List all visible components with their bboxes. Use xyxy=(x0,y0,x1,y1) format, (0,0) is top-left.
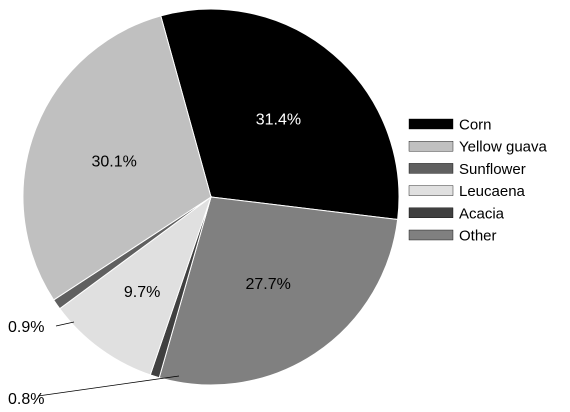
legend-swatch-sunflower xyxy=(408,163,454,174)
slice-label-other: 27.7% xyxy=(246,276,291,293)
slice-label-leucaena: 9.7% xyxy=(124,284,160,301)
legend-label-acacia: Acacia xyxy=(459,205,505,222)
legend-swatch-other xyxy=(408,229,454,241)
legend-label-other: Other xyxy=(459,228,497,245)
legend-swatch-corn xyxy=(408,118,454,130)
slice-label-sunflower: 0.9% xyxy=(8,319,44,336)
pie-slice-other xyxy=(158,196,399,386)
slice-label-corn: 31.4% xyxy=(256,112,301,129)
legend-label-yellow-guava: Yellow guava xyxy=(459,139,548,156)
leader-line-sunflower xyxy=(55,321,75,327)
pie-slice-yellow-guava xyxy=(22,15,212,301)
legend-label-leucaena: Leucaena xyxy=(459,183,526,200)
legend-label-corn: Corn xyxy=(459,117,492,134)
legend-label-sunflower: Sunflower xyxy=(459,161,526,178)
pie-slice-corn xyxy=(160,8,400,221)
slice-label-yellow-guava: 30.1% xyxy=(92,154,137,171)
pie-slices xyxy=(22,8,400,386)
legend-swatch-yellow-guava xyxy=(408,140,454,152)
legend-swatch-acacia xyxy=(408,207,454,219)
legend-swatch-leucaena xyxy=(408,185,454,196)
pie-slice-leucaena xyxy=(59,195,212,376)
slice-label-acacia: 0.8% xyxy=(8,391,44,408)
pie-slice-labels: 31.4% 27.7% 0.8% 9.7% 0.9% 30.1% xyxy=(8,112,301,408)
legend: Corn Yellow guava Sunflower Leucaena Acacia O… xyxy=(408,117,548,245)
leader-line-acacia xyxy=(37,375,180,397)
